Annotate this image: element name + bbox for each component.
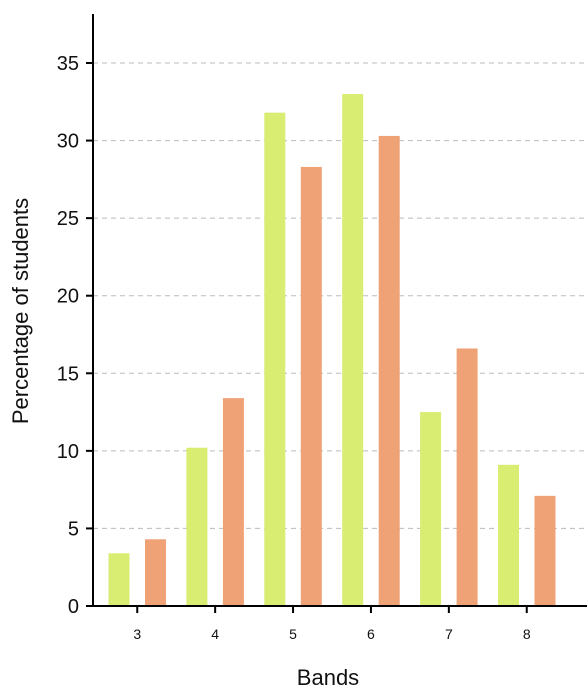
x-tick-label: 8 [523, 626, 531, 642]
y-tick-label: 30 [57, 131, 79, 153]
x-tick-label: 3 [133, 626, 141, 642]
bar [342, 94, 364, 607]
bars [108, 94, 556, 607]
bar [534, 495, 556, 606]
bar [145, 539, 166, 606]
x-tick-label: 6 [367, 626, 375, 642]
bar [186, 447, 208, 606]
y-ticks: 0 5 10 15 20 25 30 35 [57, 53, 93, 618]
x-ticks: 3 4 5 6 7 8 [133, 606, 531, 642]
bar [300, 166, 322, 606]
y-tick-label: 5 [68, 518, 79, 540]
x-tick-label: 7 [445, 626, 453, 642]
y-tick-label: 25 [57, 208, 79, 230]
gridlines [93, 62, 587, 529]
y-tick-label: 10 [57, 441, 79, 463]
x-axis-label: Bands [297, 665, 359, 686]
bar [108, 553, 130, 606]
y-tick-label: 0 [68, 596, 79, 618]
bar [378, 135, 400, 606]
y-tick-label: 15 [57, 363, 79, 385]
y-axis-label: Percentage of students [8, 198, 33, 424]
y-tick-label: 35 [57, 53, 79, 75]
bar [456, 348, 478, 606]
bar [264, 112, 286, 606]
bar [498, 464, 519, 606]
bar [420, 412, 442, 606]
x-tick-label: 4 [211, 626, 219, 642]
y-tick-label: 20 [57, 286, 79, 308]
x-tick-label: 5 [289, 626, 297, 642]
bar [222, 398, 244, 606]
